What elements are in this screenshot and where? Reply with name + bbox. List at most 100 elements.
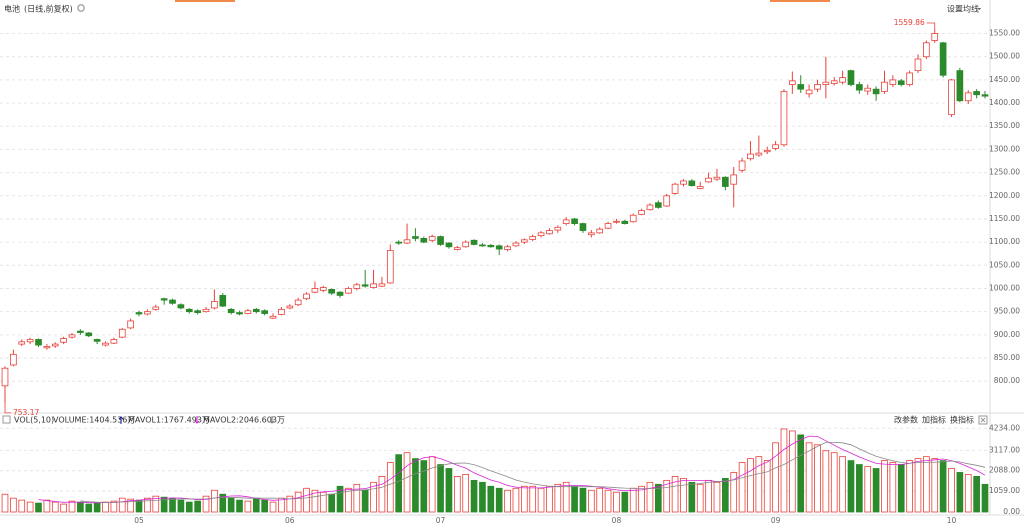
chart-subtitle: (日线,前复权) [24, 4, 73, 14]
candle-body [487, 244, 495, 248]
candle-body [680, 180, 687, 185]
candle-body [420, 238, 428, 243]
candle-body [85, 332, 93, 337]
candle-body [688, 180, 696, 186]
volume-bar [43, 499, 51, 513]
candle-body [780, 91, 788, 146]
candle-body [889, 79, 897, 85]
candle-body [211, 301, 218, 309]
y-tick-label: 850.00 [994, 353, 1020, 362]
volume-bar [160, 496, 168, 513]
help-icon[interactable] [2, 415, 11, 424]
y-tick-label: 1050.00 [989, 260, 1020, 269]
volume-bar [269, 501, 277, 513]
x-tick-label: 10 [947, 516, 957, 525]
volume-bar [579, 487, 587, 513]
candle-body [722, 176, 729, 187]
candle-body [18, 341, 26, 345]
candle-body [177, 304, 185, 309]
dropdown-arrow[interactable] [978, 8, 981, 10]
close-icon[interactable] [978, 415, 988, 425]
candle-body [336, 291, 344, 296]
volume-bar [202, 495, 210, 513]
candle-body [462, 241, 470, 248]
volume-bar [822, 450, 830, 513]
volume-bar [361, 489, 369, 513]
candle-body [261, 310, 268, 314]
candle-body [956, 70, 964, 102]
settings-icon[interactable] [77, 4, 85, 12]
vol-volume: VOLUME:1404.536万 [53, 416, 135, 425]
candle-body [847, 70, 855, 85]
volume-bar [85, 503, 93, 513]
volume-bar [797, 434, 805, 513]
volume-bar [152, 495, 160, 513]
candle-body [395, 241, 403, 244]
candle-body [202, 308, 210, 313]
candle-body [923, 42, 930, 58]
y-tick-label: 900.00 [994, 330, 1020, 339]
volume-bar [713, 481, 721, 513]
volume-bar [663, 479, 671, 513]
volume-bar [537, 487, 545, 513]
chart-title: 电池 [4, 4, 20, 14]
candle-body [763, 149, 771, 153]
volume-bar [403, 452, 411, 513]
candle-body [613, 220, 620, 223]
candle-body [35, 339, 42, 346]
volume-bar [353, 483, 361, 513]
candle-body [386, 250, 394, 284]
vol-button[interactable]: 改参数 [894, 415, 918, 425]
volume-bar [261, 499, 268, 513]
volume-bar [839, 456, 846, 513]
candle-body [663, 195, 671, 207]
candle-body [604, 223, 612, 229]
candle-body [77, 330, 84, 333]
vol-button[interactable]: 换指标 [950, 415, 974, 425]
ma-settings-button[interactable]: 设置均线 [947, 4, 979, 14]
candle-body [655, 202, 662, 208]
candle-body [696, 186, 704, 189]
volume-bar [18, 499, 26, 513]
close-icon-x[interactable] [980, 417, 986, 423]
candle-body [973, 91, 980, 96]
candle-body [872, 88, 880, 95]
candle-body [529, 236, 537, 240]
vol-button[interactable]: 加指标 [922, 415, 946, 425]
y-tick-label: 800.00 [994, 376, 1020, 385]
volume-bar [185, 501, 193, 513]
volume-bar [35, 502, 42, 513]
y-tick-label: 1150.00 [989, 214, 1020, 223]
y-tick-label: 1250.00 [989, 168, 1020, 177]
candle-body [311, 288, 319, 293]
y-tick-label: 1100.00 [989, 237, 1020, 246]
volume-bar [236, 499, 243, 513]
min-label: 753.17 [13, 408, 39, 417]
volume-bar [211, 489, 218, 513]
volume-bar [328, 493, 335, 513]
candle-body [60, 338, 67, 343]
candle-body [169, 299, 176, 304]
candle-body [881, 81, 888, 92]
volume-bar [227, 497, 235, 513]
candle-body [428, 236, 436, 241]
candle-body [244, 310, 252, 314]
vol-tick-label: 3117.00 [989, 445, 1020, 454]
volume-bar [1, 493, 9, 513]
volume-bar [772, 442, 779, 513]
down-arrow [269, 416, 275, 424]
up-arrow [118, 416, 124, 424]
x-tick-label: 09 [771, 516, 781, 525]
volume-bar [319, 491, 327, 513]
volume-bar [830, 452, 838, 513]
volume-bar [864, 466, 872, 513]
y-tick-label: 1500.00 [989, 52, 1020, 61]
candle-body [814, 84, 821, 90]
candle-body [345, 288, 352, 294]
candle-body [805, 89, 813, 95]
volume-bar [789, 430, 796, 513]
candle-body [638, 210, 645, 215]
volume-bar [906, 460, 913, 513]
volume-bar [923, 456, 930, 513]
candle-body [822, 81, 830, 85]
